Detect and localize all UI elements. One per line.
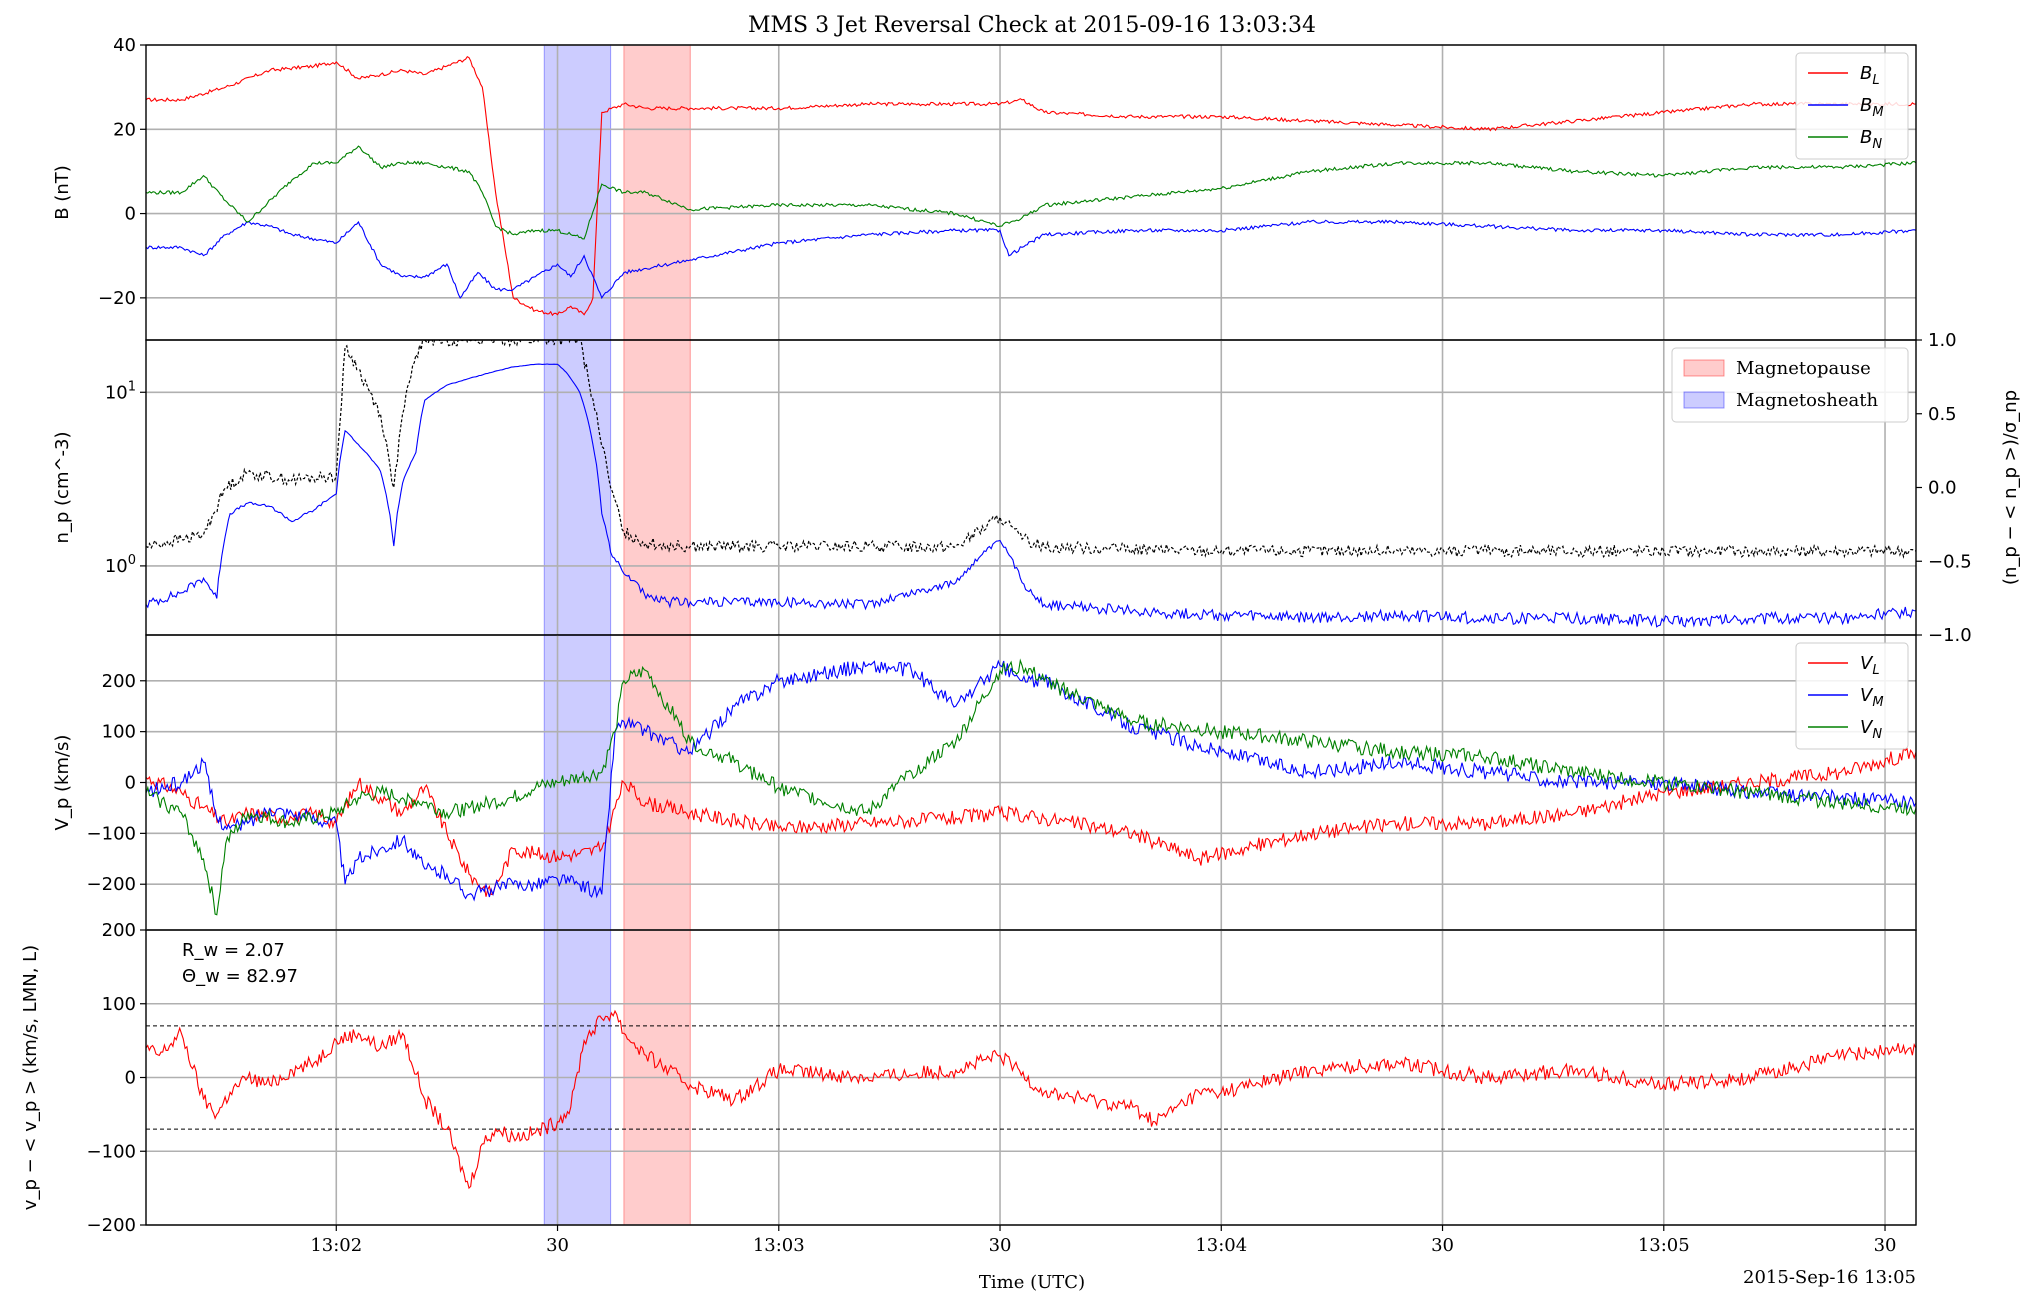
legend-frame	[1795, 52, 1909, 160]
y-tick-label: −20	[98, 288, 136, 309]
legend-label: Magnetosheath	[1736, 390, 1878, 411]
span-magnetosheath	[543, 339, 612, 636]
series-np	[146, 363, 1916, 628]
y-tick-label: 101	[105, 379, 136, 403]
x-tick-label: 30	[1431, 1235, 1454, 1256]
y-tick-label: 0	[125, 204, 136, 225]
legend-frame	[1671, 347, 1909, 423]
legend-subscript: N	[1872, 727, 1882, 742]
x-tick-label: 13:04	[1195, 1235, 1247, 1256]
chart-title: MMS 3 Jet Reversal Check at 2015-09-16 1…	[748, 13, 1316, 38]
y-tick-label: 200	[102, 920, 136, 941]
series-VN	[146, 658, 1916, 916]
y-tick-label: 0	[125, 1068, 136, 1089]
legend-subscript: L	[1872, 663, 1879, 678]
y-axis-label: B (nT)	[52, 165, 73, 220]
y-tick-label: 20	[113, 119, 136, 140]
series-np_norm	[146, 340, 1916, 559]
series-group	[146, 55, 1916, 317]
series-group	[146, 340, 1916, 628]
x-end-label: 2015-Sep-16 13:05	[1743, 1267, 1916, 1288]
y-tick-label: −200	[87, 874, 136, 895]
y-tick-label: 200	[102, 671, 136, 692]
axes-frame	[145, 929, 1917, 1226]
y-tick-label: 100	[102, 994, 136, 1015]
x-tick-label: 30	[989, 1235, 1012, 1256]
legend-swatch	[1683, 391, 1725, 409]
legend: Magnetopause Magnetosheath	[1671, 347, 1909, 423]
x-tick-label: 13:02	[310, 1235, 362, 1256]
series-VM	[146, 659, 1916, 902]
series-BL	[146, 55, 1916, 317]
y-tick-label: 100	[102, 722, 136, 743]
series-group	[146, 658, 1916, 916]
right-y-tick-label: −0.5	[1928, 551, 1972, 572]
panel-dv: −200 −100 0 100 200 v_p − < v_p > (km/s, LMN,…	[20, 920, 1917, 1236]
x-tick-label: 30	[546, 1235, 569, 1256]
legend-subscript: N	[1872, 137, 1882, 152]
legend-label: Magnetopause	[1736, 358, 1871, 379]
x-axis-label: Time (UTC)	[979, 1272, 1085, 1293]
annotation: R_w = 2.07	[182, 940, 285, 961]
y-axis-label: v_p − < v_p > (km/s, LMN, L)	[20, 945, 41, 1210]
annotation: Θ_w = 82.97	[182, 966, 298, 987]
y-tick-label: 0	[125, 773, 136, 794]
series-dvL	[146, 1009, 1916, 1190]
span-magnetopause	[623, 339, 691, 636]
y-tick-label: 100	[105, 553, 136, 577]
series-group	[146, 1009, 1916, 1190]
y-tick-exponent: 0	[128, 553, 136, 568]
y-tick-label: −100	[87, 1141, 136, 1162]
right-y-axis-label: (n_p − < n_p >)/σ_np	[2000, 390, 2021, 585]
y-axis-label: n_p (cm^-3)	[52, 431, 73, 543]
series-BN	[146, 145, 1916, 240]
right-y-tick-label: 0.0	[1928, 478, 1957, 499]
legend-frame	[1795, 642, 1909, 750]
span-magnetosheath	[543, 44, 612, 341]
series-VL	[146, 747, 1916, 897]
right-y-tick-label: 1.0	[1928, 330, 1957, 351]
series-BM	[146, 219, 1916, 300]
right-y-tick-label: −1.0	[1928, 625, 1972, 646]
right-y-tick-label: 0.5	[1928, 404, 1957, 425]
legend-subscript: M	[1872, 105, 1883, 120]
legend-subscript: L	[1872, 73, 1879, 88]
panel-np: 100 101 n_p (cm^-3) −1.0 −0.5 0.0 0.5 1.0 (n_p −…	[52, 330, 2021, 646]
x-axis: 13:02 30 13:03 30 13:04 30 13:05 30	[310, 1225, 1896, 1256]
x-tick-label: 13:03	[753, 1235, 805, 1256]
y-tick-label: −100	[87, 823, 136, 844]
y-tick-label: −200	[87, 1215, 136, 1236]
x-tick-label: 13:05	[1638, 1235, 1690, 1256]
y-tick-exponent: 1	[128, 379, 136, 394]
y-tick-label: 40	[113, 35, 136, 56]
x-tick-label: 30	[1874, 1235, 1897, 1256]
legend-subscript: M	[1872, 695, 1883, 710]
y-axis-label: V_p (km/s)	[52, 735, 73, 831]
axes-frame	[145, 44, 1917, 341]
legend-swatch	[1683, 359, 1725, 377]
